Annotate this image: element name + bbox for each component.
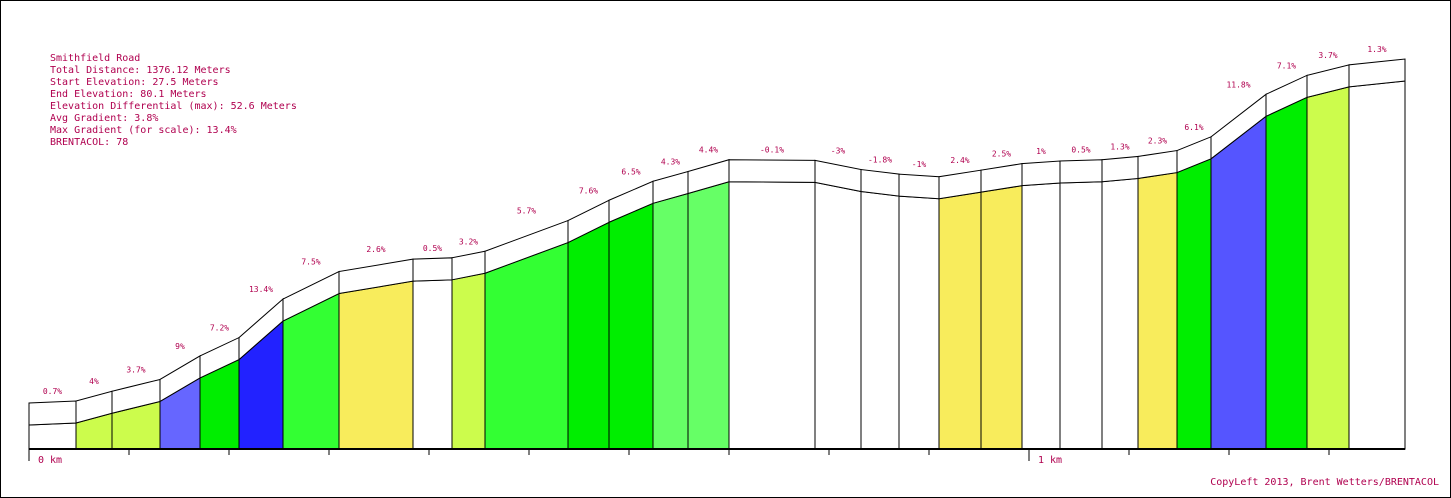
gradient-label: 13.4% <box>249 285 273 294</box>
gradient-label: 7.1% <box>1277 61 1296 70</box>
gradient-label: 7.6% <box>579 186 598 195</box>
gradient-label: -3% <box>831 146 846 155</box>
gradient-label: 0.5% <box>1071 146 1090 155</box>
gradient-label: 7.2% <box>210 324 229 333</box>
gradient-label: 6.1% <box>1184 123 1203 132</box>
total-distance: Total Distance: 1376.12 Meters <box>50 65 231 76</box>
gradient-segment <box>412 279 453 450</box>
gradient-segment <box>687 181 730 450</box>
gradient-label: 3.2% <box>459 237 478 246</box>
gradient-segment <box>728 181 816 450</box>
max-gradient: Max Gradient (for scale): 13.4% <box>50 125 237 136</box>
gradient-segment <box>1137 171 1178 450</box>
gradient-segment <box>28 422 77 450</box>
route-info: Smithfield Road Total Distance: 1376.12 … <box>50 53 297 149</box>
gradient-label: 6.5% <box>621 167 640 176</box>
elevation-differential: Elevation Differential (max): 52.6 Meter… <box>50 101 297 112</box>
gradient-segment <box>1101 177 1139 450</box>
gradient-segment <box>1059 181 1103 450</box>
gradient-segment <box>980 185 1023 450</box>
gradient-label: 1.3% <box>1367 45 1386 54</box>
gradient-label: 2.4% <box>950 156 969 165</box>
road-band-segment <box>1059 159 1103 184</box>
gradient-segment <box>484 241 569 450</box>
gradient-segment <box>938 191 982 450</box>
brentacol-score: BRENTACOL: 78 <box>50 137 129 148</box>
road-band-segment <box>412 257 453 282</box>
end-elevation: End Elevation: 80.1 Meters <box>50 89 207 100</box>
road-band-segment <box>860 168 900 197</box>
gradient-label: 0.7% <box>43 387 62 396</box>
gradient-label: 0.5% <box>423 244 442 253</box>
road-band-segment <box>1101 155 1139 183</box>
gradient-label: 4.3% <box>661 157 680 166</box>
gradient-segment <box>451 272 486 450</box>
gradient-label: -1% <box>912 160 927 169</box>
gradient-segment <box>1210 115 1267 450</box>
road-band-segment <box>28 400 77 426</box>
gradient-segment <box>567 221 610 450</box>
gradient-segment <box>898 195 940 450</box>
gradient-label: 4.4% <box>699 146 718 155</box>
gradient-segment <box>860 190 900 450</box>
gradient-segment <box>1348 80 1406 450</box>
gradient-segment <box>1021 182 1061 450</box>
road-band-segment <box>1021 160 1061 187</box>
gradient-label: -0.1% <box>760 146 784 155</box>
gradient-segment <box>1265 96 1308 450</box>
gradient-segment <box>1176 158 1212 450</box>
x-tick-label: 0 km <box>38 455 62 466</box>
gradient-segment <box>1306 86 1350 450</box>
gradient-segment <box>814 181 862 450</box>
route-title: Smithfield Road <box>50 53 141 64</box>
gradient-label: 3.7% <box>1318 51 1337 60</box>
gradient-label: 2.3% <box>1148 137 1167 146</box>
copyleft-credit: CopyLeft 2013, Brent Wetters/BRENTACOL <box>1210 477 1439 488</box>
gradient-label: 11.8% <box>1226 80 1250 89</box>
gradient-label: -1.8% <box>868 156 892 165</box>
gradient-label: 9% <box>175 342 185 351</box>
road-band-segment <box>1348 58 1406 88</box>
start-elevation: Start Elevation: 27.5 Meters <box>50 77 219 88</box>
gradient-label: 3.7% <box>126 365 145 374</box>
road-band-segment <box>728 159 816 183</box>
gradient-segment <box>652 192 689 450</box>
gradient-label: 4% <box>89 377 99 386</box>
gradient-label: 5.7% <box>517 207 536 216</box>
gradient-label: 2.5% <box>992 150 1011 159</box>
gradient-label: 1.3% <box>1110 142 1129 151</box>
gradient-label: 2.6% <box>366 245 385 254</box>
x-tick-label: 1 km <box>1038 455 1062 466</box>
gradient-segment <box>338 280 414 450</box>
gradient-segment <box>608 202 654 450</box>
avg-gradient: Avg Gradient: 3.8% <box>50 113 159 124</box>
gradient-label: 1% <box>1036 147 1046 156</box>
road-band-segment <box>898 173 940 200</box>
gradient-label: 7.5% <box>301 258 320 267</box>
